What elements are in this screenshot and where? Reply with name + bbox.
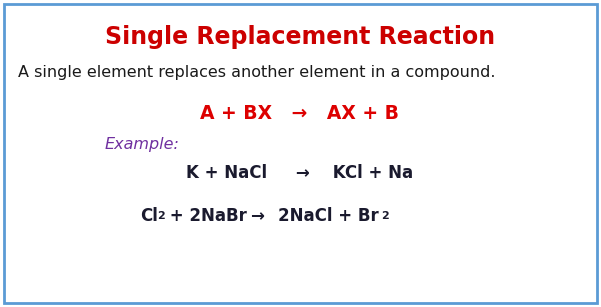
Text: →: →	[250, 207, 264, 225]
Text: A + BX   →   AX + B: A + BX → AX + B	[201, 104, 400, 123]
Text: Cl: Cl	[140, 207, 158, 225]
Text: 2: 2	[381, 211, 389, 221]
Text: 2NaCl + Br: 2NaCl + Br	[278, 207, 379, 225]
Text: Example:: Example:	[105, 137, 180, 152]
FancyBboxPatch shape	[4, 4, 597, 303]
Text: A single element replaces another element in a compound.: A single element replaces another elemen…	[18, 65, 495, 80]
Text: 2: 2	[157, 211, 165, 221]
Text: K + NaCl     →    KCl + Na: K + NaCl → KCl + Na	[186, 164, 413, 182]
Text: Single Replacement Reaction: Single Replacement Reaction	[105, 25, 495, 49]
Text: + 2NaBr: + 2NaBr	[164, 207, 247, 225]
